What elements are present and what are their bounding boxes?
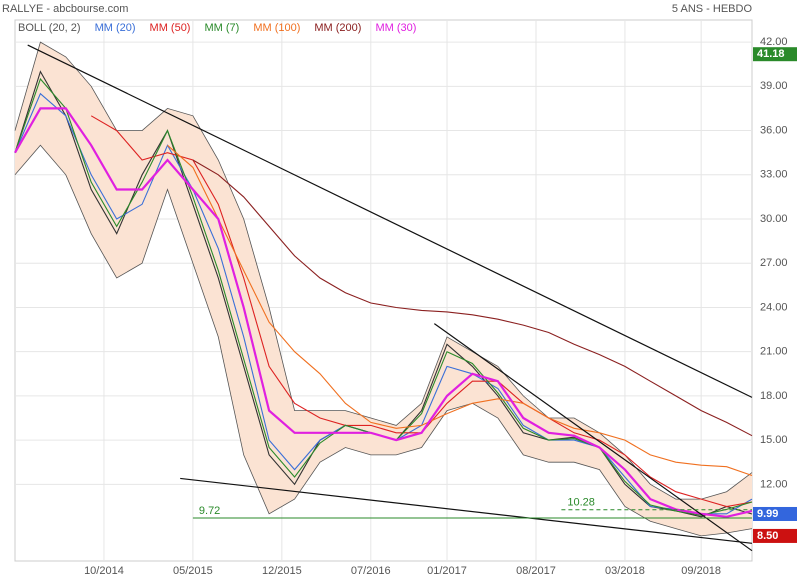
y-tick-label: 36.00 bbox=[760, 124, 788, 136]
x-tick-label: 07/2016 bbox=[351, 565, 391, 577]
legend-entry: MM (50) bbox=[150, 22, 191, 34]
legend-entry: MM (200) bbox=[314, 22, 361, 34]
price-marker-label: 8.50 bbox=[757, 530, 778, 542]
y-tick-label: 33.00 bbox=[760, 169, 788, 181]
y-tick-label: 18.00 bbox=[760, 390, 788, 402]
y-tick-label: 21.00 bbox=[760, 346, 788, 358]
trend-line bbox=[27, 44, 753, 398]
price-marker-label: 41.18 bbox=[757, 48, 785, 60]
y-tick-label: 24.00 bbox=[760, 301, 788, 313]
x-tick-label: 12/2015 bbox=[262, 565, 302, 577]
price-marker bbox=[753, 47, 797, 62]
x-tick-label: 08/2017 bbox=[516, 565, 556, 577]
trend-line bbox=[180, 477, 753, 544]
price-marker bbox=[753, 506, 797, 521]
y-tick-label: 42.00 bbox=[760, 36, 788, 48]
bollinger-upper bbox=[14, 41, 753, 500]
x-tick-label: 09/2018 bbox=[681, 565, 721, 577]
legend-entry: MM (7) bbox=[204, 22, 239, 34]
y-tick-label: 30.00 bbox=[760, 213, 788, 225]
legend-entry: MM (100) bbox=[253, 22, 300, 34]
chart-subtitle: 5 ANS - HEBDO bbox=[672, 3, 753, 15]
bollinger-fill bbox=[15, 42, 752, 536]
level-label: 10.28 bbox=[567, 497, 595, 509]
x-tick-label: 01/2017 bbox=[427, 565, 467, 577]
bollinger-lower bbox=[14, 144, 753, 537]
legend-entry: MM (20) bbox=[95, 22, 136, 34]
x-tick-label: 10/2014 bbox=[84, 565, 124, 577]
y-tick-label: 39.00 bbox=[760, 80, 788, 92]
chart-title: RALLYE - abcbourse.com bbox=[2, 3, 128, 15]
legend-entry: BOLL (20, 2) bbox=[18, 22, 81, 34]
price-marker-label: 9.99 bbox=[757, 508, 778, 520]
x-tick-label: 03/2018 bbox=[605, 565, 645, 577]
level-label: 9.72 bbox=[199, 505, 220, 517]
legend-entry: MM (30) bbox=[375, 22, 416, 34]
x-tick-label: 05/2015 bbox=[173, 565, 213, 577]
moving-average bbox=[192, 159, 753, 437]
y-tick-label: 15.00 bbox=[760, 434, 788, 446]
price-marker bbox=[753, 528, 797, 543]
y-tick-label: 12.00 bbox=[760, 478, 788, 490]
moving-average bbox=[167, 144, 753, 477]
y-tick-label: 27.00 bbox=[760, 257, 788, 269]
moving-average bbox=[14, 107, 753, 518]
trend-line bbox=[433, 323, 753, 552]
